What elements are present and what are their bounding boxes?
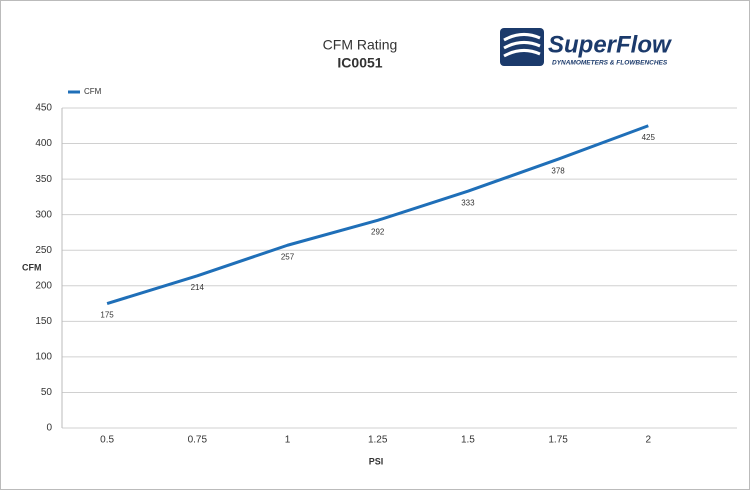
y-axis-label: CFM [22,262,42,272]
y-tick-label: 400 [35,138,52,149]
x-tick-label: 1 [285,435,291,446]
x-axis-label: PSI [369,456,384,466]
chart-title: CFM Rating [323,37,398,53]
y-tick-label: 0 [46,423,52,434]
y-tick-label: 200 [35,280,52,291]
logo-waves [503,33,541,58]
y-tick-label: 100 [35,352,52,363]
data-label: 175 [100,311,114,320]
data-label: 425 [642,133,656,142]
y-tick-label: 50 [41,387,53,398]
legend-label: CFM [84,87,102,96]
data-label: 333 [461,198,475,207]
x-tick-label: 2 [646,435,652,446]
logo: SuperFlow DYNAMOMETERS & FLOWBENCHES [500,28,672,67]
logo-tagline: DYNAMOMETERS & FLOWBENCHES [552,60,668,67]
x-tick-label: 1.75 [548,435,568,446]
x-tick-label: 1.25 [368,435,388,446]
data-label: 214 [191,283,205,292]
line-series [106,124,649,305]
y-tick-label: 450 [35,103,52,114]
chart-subtitle: IC0051 [337,55,382,71]
y-tick-label: 300 [35,209,52,220]
logo-name: SuperFlow [548,31,672,58]
data-label: 378 [551,166,565,175]
y-tick-label: 350 [35,174,52,185]
x-tick-label: 1.5 [461,435,475,446]
y-tick-label: 150 [35,316,52,327]
data-label: 292 [371,227,385,236]
x-tick-label: 0.75 [188,435,208,446]
x-tick-label: 0.5 [100,435,114,446]
y-tick-label: 250 [35,245,52,256]
data-label: 257 [281,252,295,261]
